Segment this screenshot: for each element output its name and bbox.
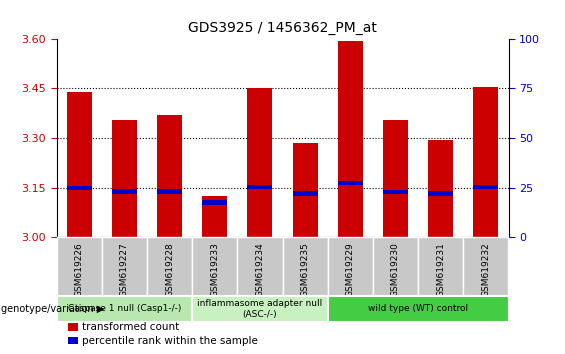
Text: wild type (WT) control: wild type (WT) control <box>368 304 468 313</box>
Text: GSM619235: GSM619235 <box>301 242 310 297</box>
Bar <box>247 88 272 237</box>
Bar <box>293 192 318 196</box>
Text: GSM619226: GSM619226 <box>75 242 84 297</box>
Bar <box>202 196 227 237</box>
Text: GSM619227: GSM619227 <box>120 242 129 297</box>
Text: GSM619229: GSM619229 <box>346 242 355 297</box>
Bar <box>157 189 182 194</box>
Bar <box>473 87 498 237</box>
Bar <box>428 192 453 196</box>
Text: transformed count: transformed count <box>82 322 179 332</box>
Text: GSM619228: GSM619228 <box>165 242 174 297</box>
Text: percentile rank within the sample: percentile rank within the sample <box>82 336 258 346</box>
Text: GSM619233: GSM619233 <box>210 242 219 297</box>
Bar <box>473 185 498 189</box>
Bar <box>247 185 272 189</box>
Bar <box>383 120 408 237</box>
Bar <box>293 143 318 237</box>
Bar <box>202 200 227 205</box>
Text: GSM619234: GSM619234 <box>255 242 264 297</box>
Bar <box>157 115 182 237</box>
Bar <box>112 120 137 237</box>
Bar <box>428 140 453 237</box>
Text: Caspase 1 null (Casp1-/-): Caspase 1 null (Casp1-/-) <box>68 304 181 313</box>
Bar <box>112 189 137 194</box>
Bar <box>383 190 408 194</box>
Bar <box>67 186 92 190</box>
Text: inflammasome adapter null
(ASC-/-): inflammasome adapter null (ASC-/-) <box>197 299 323 319</box>
Bar <box>67 92 92 237</box>
Text: GSM619231: GSM619231 <box>436 242 445 297</box>
Bar <box>338 41 363 237</box>
Text: GSM619230: GSM619230 <box>391 242 400 297</box>
Text: GSM619232: GSM619232 <box>481 242 490 297</box>
Bar <box>338 181 363 185</box>
Text: genotype/variation ▶: genotype/variation ▶ <box>1 304 104 314</box>
Title: GDS3925 / 1456362_PM_at: GDS3925 / 1456362_PM_at <box>188 21 377 35</box>
